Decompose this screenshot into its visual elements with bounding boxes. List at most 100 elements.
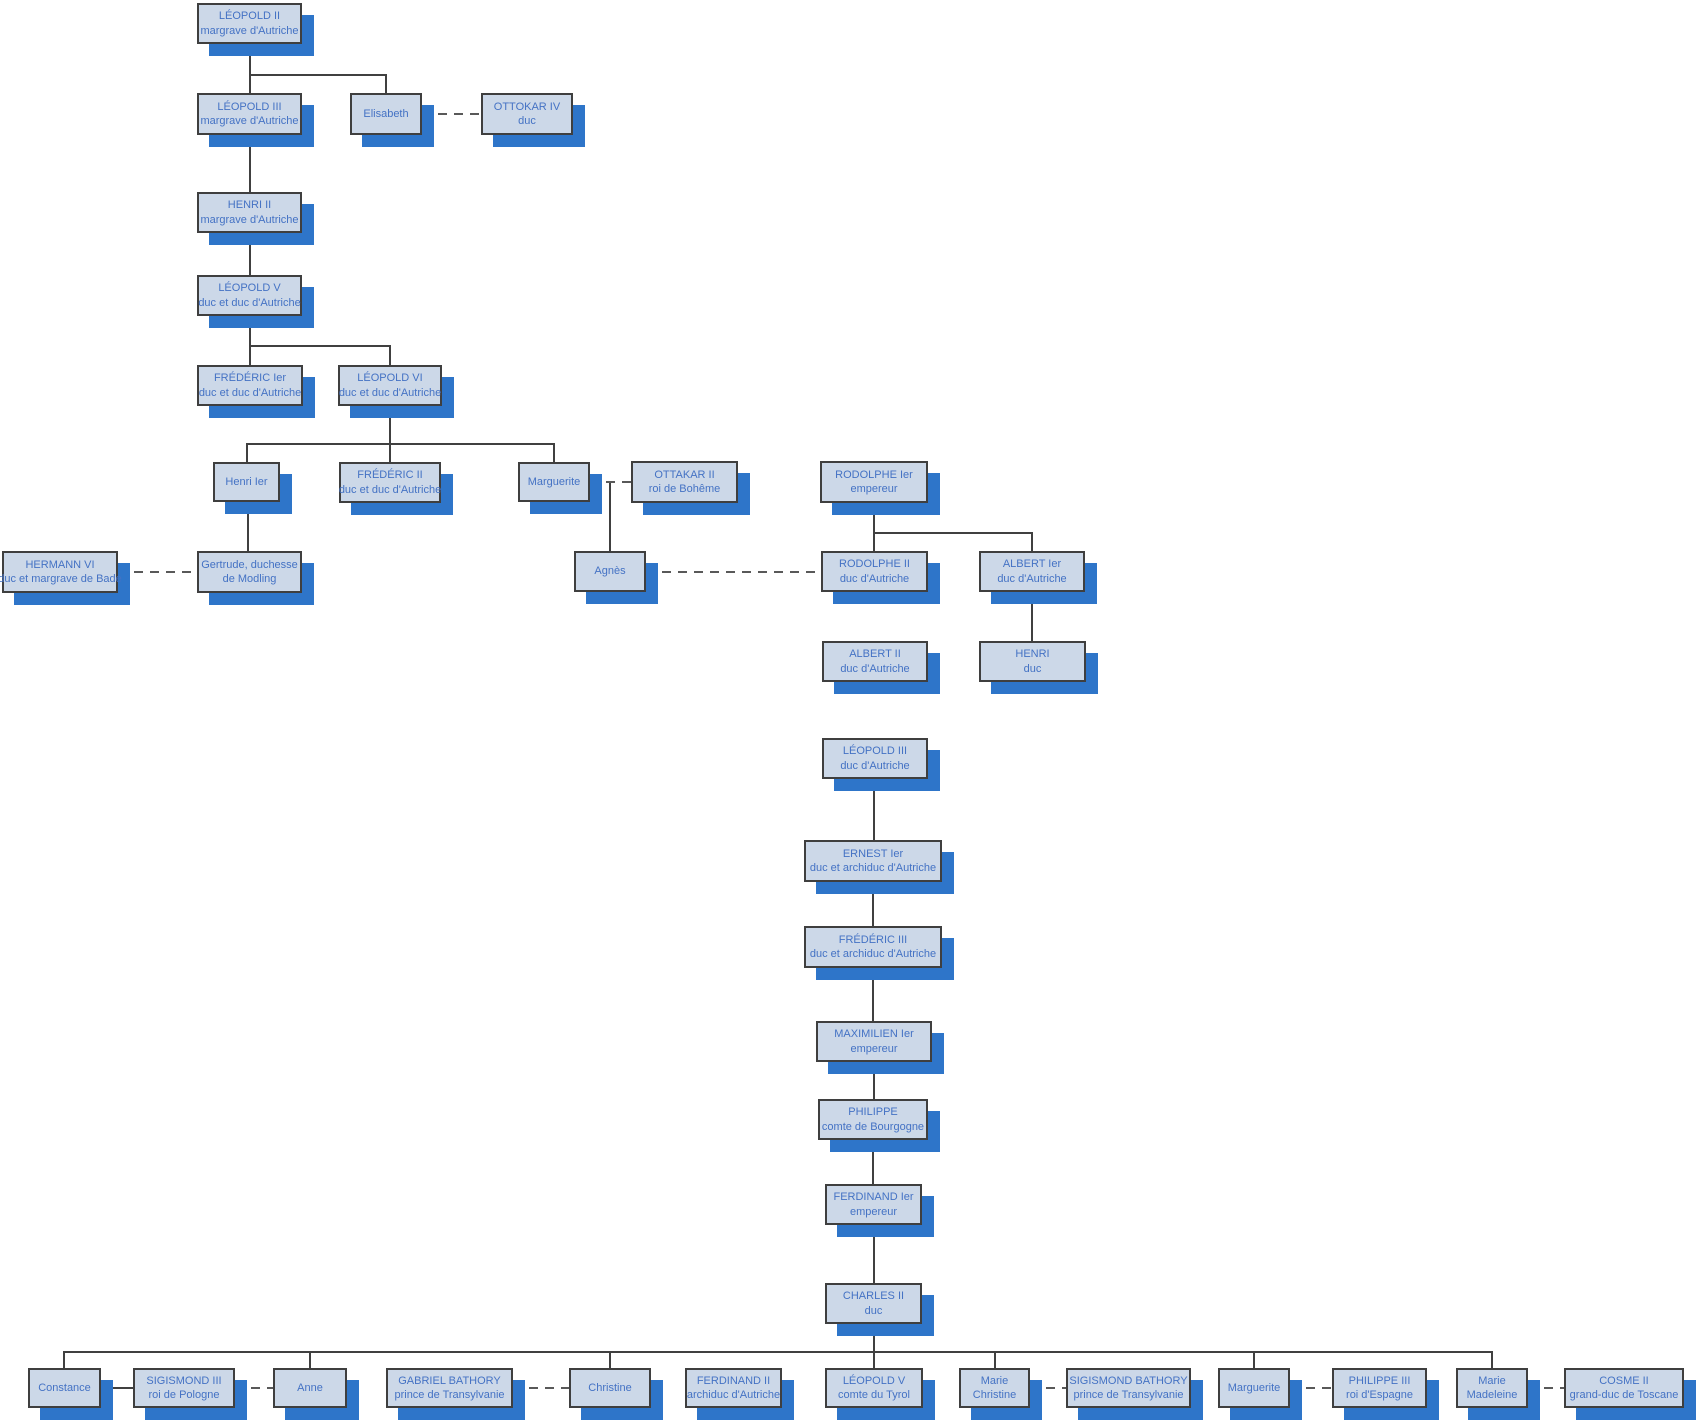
person-name: Gertrude, duchesse	[201, 558, 298, 571]
person-node-sigismond-iii[interactable]: SIGISMOND III roi de Pologne	[133, 1368, 235, 1408]
person-node-rodolphe-ii[interactable]: RODOLPHE II duc d'Autriche	[821, 551, 928, 592]
person-node-frederic-ii[interactable]: FRÉDÉRIC II duc et duc d'Autriche	[339, 462, 441, 503]
person-node-marie-madeleine[interactable]: Marie Madeleine	[1456, 1368, 1528, 1408]
person-title: margrave d'Autriche	[200, 115, 299, 127]
person-title: duc d'Autriche	[997, 572, 1067, 585]
person-title: duc	[518, 115, 536, 127]
person-node-marguerite[interactable]: Marguerite	[518, 462, 590, 502]
person-name: LÉOPOLD III	[842, 745, 908, 758]
person-node-anne[interactable]: Anne	[273, 1368, 347, 1408]
person-node-ottakar-ii[interactable]: OTTAKAR II roi de Bohême	[631, 461, 738, 503]
person-name: FERDINAND II	[696, 1374, 771, 1387]
person-name: FRÉDÉRIC II	[357, 469, 423, 482]
person-node-ottokar-iv[interactable]: OTTOKAR IV duc	[481, 93, 573, 135]
person-node-leopold-iii-duc[interactable]: LÉOPOLD III duc d'Autriche	[822, 738, 928, 779]
descent-connector	[63, 1351, 1493, 1368]
person-name: RODOLPHE II	[839, 558, 910, 571]
person-name: Christine	[588, 1381, 632, 1394]
person-node-henri-ier[interactable]: Henri Ier	[213, 462, 280, 502]
descent-connector	[250, 345, 391, 365]
person-node-ferdinand-ii[interactable]: FERDINAND II archiduc d'Autriche	[685, 1368, 782, 1408]
person-node-leopold-v-tyrol[interactable]: LÉOPOLD V comte du Tyrol	[825, 1368, 923, 1408]
person-name: CHARLES II	[842, 1290, 905, 1303]
person-title: duc et duc d'Autriche	[338, 483, 442, 496]
person-node-sigismond-bathory[interactable]: SIGISMOND BATHORY prince de Transylvanie	[1066, 1368, 1191, 1408]
person-name: Anne	[297, 1381, 323, 1394]
person-name: PHILIPPE III	[1348, 1374, 1411, 1387]
person-node-marie-christine[interactable]: Marie Christine	[959, 1368, 1030, 1408]
person-node-henri-duc[interactable]: HENRI duc	[979, 641, 1086, 682]
person-title: duc	[864, 1304, 883, 1317]
person-name: PHILIPPE	[848, 1106, 898, 1119]
person-node-charles-ii[interactable]: CHARLES II duc	[825, 1283, 922, 1324]
person-title: duc d'Autriche	[839, 572, 910, 585]
person-name: MAXIMILIEN Ier	[834, 1028, 914, 1041]
person-name: Marie	[1478, 1374, 1506, 1387]
person-name: OTTAKAR II	[654, 468, 715, 481]
person-name: RODOLPHE Ier	[835, 468, 913, 481]
person-title: prince de Transylvanie	[394, 1389, 505, 1401]
descent-connector	[250, 74, 387, 93]
person-node-frederic-iii[interactable]: FRÉDÉRIC III duc et archiduc d'Autriche	[804, 926, 942, 968]
person-title: comte de Bourgogne	[821, 1120, 925, 1133]
person-name: LÉOPOLD II	[218, 10, 281, 23]
person-title: grand-duc de Toscane	[1569, 1389, 1679, 1401]
person-title: duc d'Autriche	[840, 759, 910, 772]
person-node-marguerite-2[interactable]: Marguerite	[1218, 1368, 1290, 1408]
person-title: duc et archiduc d'Autriche	[809, 948, 937, 960]
person-title: de Modling	[222, 573, 277, 585]
person-node-cosme-ii[interactable]: COSME II grand-duc de Toscane	[1564, 1368, 1684, 1408]
person-name: ALBERT Ier	[1002, 558, 1062, 571]
person-name: SIGISMOND BATHORY	[1069, 1374, 1188, 1387]
person-title: Madeleine	[1466, 1389, 1518, 1401]
person-title: margrave d'Autriche	[200, 24, 299, 37]
person-node-agnes[interactable]: Agnès	[574, 551, 646, 592]
person-title: roi de Pologne	[148, 1389, 220, 1401]
person-node-elisabeth[interactable]: Elisabeth	[350, 93, 422, 135]
person-node-philippe[interactable]: PHILIPPE comte de Bourgogne	[818, 1099, 928, 1140]
person-name: GABRIEL BATHORY	[398, 1374, 501, 1387]
person-title: duc et margrave de Bade	[0, 573, 122, 585]
person-node-gertrude[interactable]: Gertrude, duchesse de Modling	[197, 551, 302, 593]
person-title: duc et duc d'Autriche	[198, 386, 302, 399]
person-name: Agnès	[594, 565, 626, 578]
person-node-gabriel-bathory[interactable]: GABRIEL BATHORY prince de Transylvanie	[386, 1368, 513, 1408]
person-name: ERNEST Ier	[842, 847, 904, 860]
person-name: Marguerite	[1227, 1381, 1281, 1394]
person-name: FRÉDÉRIC III	[838, 933, 908, 946]
person-title: duc	[1023, 662, 1042, 675]
person-node-albert-ier[interactable]: ALBERT Ier duc d'Autriche	[979, 551, 1085, 592]
person-name: Marie	[980, 1374, 1009, 1387]
person-node-hermann-vi[interactable]: HERMANN VI duc et margrave de Bade	[0, 551, 122, 593]
person-node-maximilien-ier[interactable]: MAXIMILIEN Ier empereur	[816, 1021, 932, 1062]
person-name: Henri Ier	[225, 475, 268, 488]
person-node-henri-ii[interactable]: HENRI II margrave d'Autriche	[197, 192, 302, 233]
descent-connector	[246, 443, 555, 462]
person-node-frederic-ier[interactable]: FRÉDÉRIC Ier duc et duc d'Autriche	[197, 365, 303, 406]
person-node-philippe-iii[interactable]: PHILIPPE III roi d'Espagne	[1332, 1368, 1427, 1408]
person-title: duc d'Autriche	[840, 662, 910, 675]
person-title: roi de Bohême	[648, 483, 721, 495]
person-node-leopold-ii[interactable]: LÉOPOLD II margrave d'Autriche	[197, 3, 302, 44]
person-name: FERDINAND Ier	[833, 1191, 914, 1204]
person-node-ferdinand-ier[interactable]: FERDINAND Ier empereur	[825, 1184, 922, 1225]
person-node-christine[interactable]: Christine	[569, 1368, 651, 1408]
person-node-constance[interactable]: Constance	[28, 1368, 101, 1408]
person-node-leopold-iii[interactable]: LÉOPOLD III margrave d'Autriche	[197, 93, 302, 135]
person-title: Christine	[972, 1389, 1017, 1401]
person-node-albert-ii[interactable]: ALBERT II duc d'Autriche	[822, 641, 928, 682]
person-name: SIGISMOND III	[146, 1374, 222, 1387]
descent-connector	[874, 532, 1033, 551]
person-node-rodolphe-ier[interactable]: RODOLPHE Ier empereur	[820, 461, 928, 503]
person-node-ernest-ier[interactable]: ERNEST Ier duc et archiduc d'Autriche	[804, 840, 942, 882]
person-name: HENRI	[1015, 648, 1050, 661]
person-node-leopold-vi[interactable]: LÉOPOLD VI duc et duc d'Autriche	[338, 365, 442, 406]
person-name: ALBERT II	[849, 648, 901, 661]
person-title: duc et archiduc d'Autriche	[809, 862, 937, 874]
person-name: LÉOPOLD VI	[357, 372, 423, 385]
person-title: empereur	[849, 1205, 898, 1218]
person-name: HERMANN VI	[25, 558, 95, 571]
